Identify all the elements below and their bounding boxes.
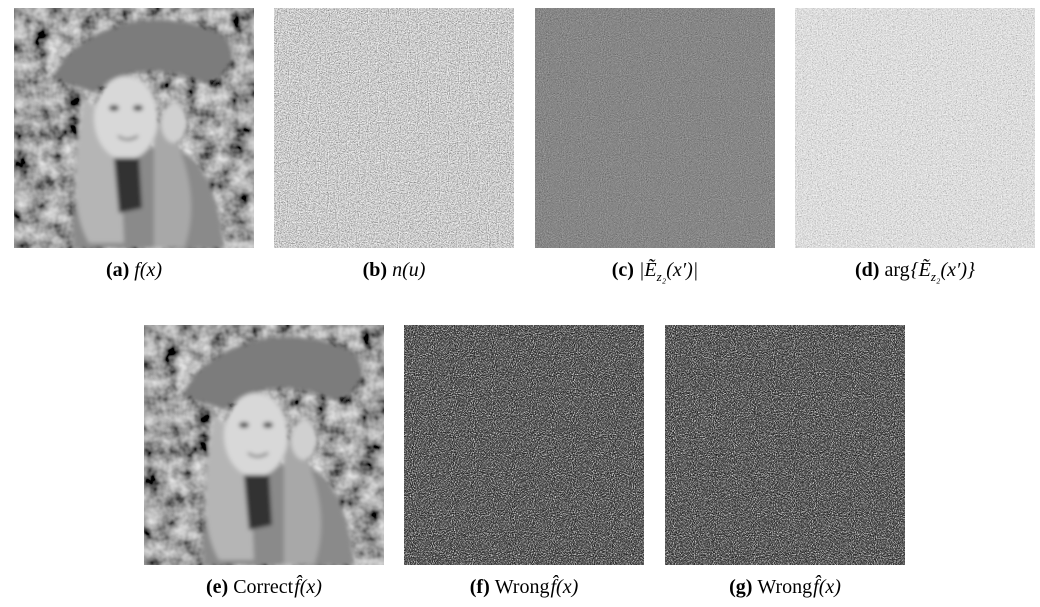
caption: (c)|Ẽz₂(x′)| [525,259,785,285]
caption-sub: z₂ [931,269,941,284]
caption-math: (x′)| [666,259,698,281]
caption: (g)Wrongf̂(x) [655,576,915,599]
image-amplitude [535,8,775,248]
image-correct [144,325,384,565]
caption-text: Wrong [757,576,812,598]
image-noise [274,8,514,248]
caption-math: n(u) [392,259,425,281]
caption: (d)arg{Ẽz₂(x′)} [785,259,1040,285]
caption-math: f(x) [134,259,162,281]
subfigure-label: (g) [729,576,752,598]
caption-text: Wrong [495,576,550,598]
caption-math: (x′)} [940,259,975,281]
caption-math: |Ẽ [639,259,657,281]
caption-sub: z₂ [657,269,667,284]
image-phase [795,8,1035,248]
subfigure-label: (e) [206,576,228,598]
subfigure-label: (d) [855,259,879,281]
caption-text: Correct [233,576,293,598]
caption: (e)Correctf̂(x) [134,576,394,599]
image-portrait [14,8,254,248]
caption-math: f̂(x) [550,576,578,598]
subfigure-label: (f) [470,576,490,598]
subfigure-label: (a) [106,259,129,281]
caption-math: f̂(x) [294,576,322,598]
caption: (a)f(x) [4,259,264,282]
image-wrong [404,325,644,565]
caption: (b)n(u) [264,259,524,282]
caption-math: f̂(x) [813,576,841,598]
caption-text: arg [884,259,909,281]
subfigure-label: (b) [363,259,387,281]
image-wrong [665,325,905,565]
caption-math: {Ẽ [911,259,931,281]
subfigure-label: (c) [612,259,634,281]
caption: (f)Wrongf̂(x) [394,576,654,599]
page: (a)f(x) (b)n(u) (c)|Ẽz₂(x′)| (d)arg{Ẽz₂(… [0,0,1040,607]
